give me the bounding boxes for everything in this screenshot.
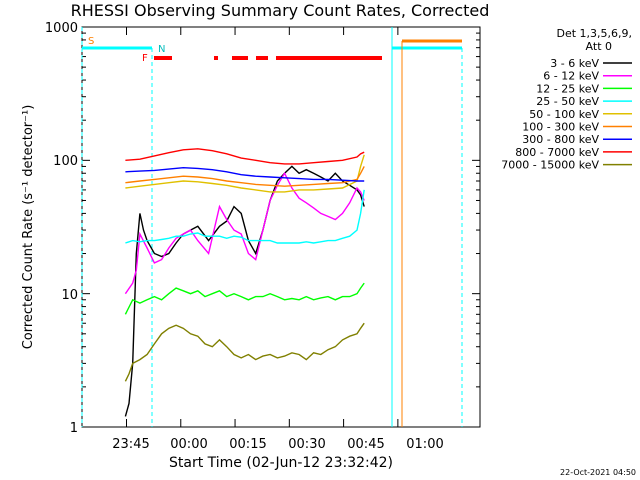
legend-label: 3 - 6 keV — [550, 57, 599, 70]
legend-label: 7000 - 15000 keV — [501, 159, 599, 172]
series-line-4 — [125, 154, 365, 193]
series-line-7 — [125, 148, 365, 165]
plot-frame — [81, 26, 481, 428]
series-line-5 — [125, 166, 365, 187]
legend-label: 25 - 50 keV — [536, 95, 599, 108]
x-tick-label: 00:30 — [288, 437, 325, 452]
series-line-3 — [125, 189, 365, 244]
y-tick-label: 1000 — [45, 21, 78, 36]
state-f-label: F — [142, 53, 148, 64]
axis-ticks — [82, 27, 480, 428]
y-tick-label: 1 — [70, 421, 78, 436]
legend-label: 100 - 300 keV — [522, 121, 599, 134]
x-tick-label: 00:15 — [229, 437, 266, 452]
instrument-state-bars: S N F — [81, 27, 463, 427]
legend-label: 50 - 100 keV — [529, 108, 599, 121]
series-line-1 — [124, 171, 365, 295]
state-s-label: S — [88, 36, 94, 47]
x-axis-label: Start Time (02-Jun-12 23:32:42) — [169, 455, 393, 471]
y-tick-label: 100 — [53, 154, 78, 169]
series-line-6 — [125, 166, 365, 182]
series-group — [124, 148, 365, 417]
x-tick-label: 01:00 — [406, 437, 443, 452]
series-line-0 — [124, 165, 365, 417]
x-tick-label: 00:45 — [347, 437, 384, 452]
timestamp: 22-Oct-2021 04:50 — [560, 468, 636, 477]
x-tick-label: 23:45 — [112, 437, 149, 452]
chart-title: RHESSI Observing Summary Count Rates, Co… — [71, 1, 490, 20]
y-axis-label: Corrected Count Rate (s⁻¹ detector⁻¹) — [21, 105, 36, 350]
legend-header: Det 1,3,5,6,9, — [556, 27, 632, 40]
legend-label: 300 - 800 keV — [522, 133, 599, 146]
legend-header: Att 0 — [586, 40, 612, 53]
y-tick-label: 10 — [61, 288, 78, 303]
series-line-2 — [124, 282, 365, 315]
x-tick-label: 00:00 — [170, 437, 207, 452]
series-line-8 — [124, 322, 365, 382]
legend-label: 12 - 25 keV — [536, 82, 599, 95]
state-n-label: N — [158, 44, 165, 55]
legend-label: 800 - 7000 keV — [515, 146, 599, 159]
legend-label: 6 - 12 keV — [543, 70, 599, 83]
